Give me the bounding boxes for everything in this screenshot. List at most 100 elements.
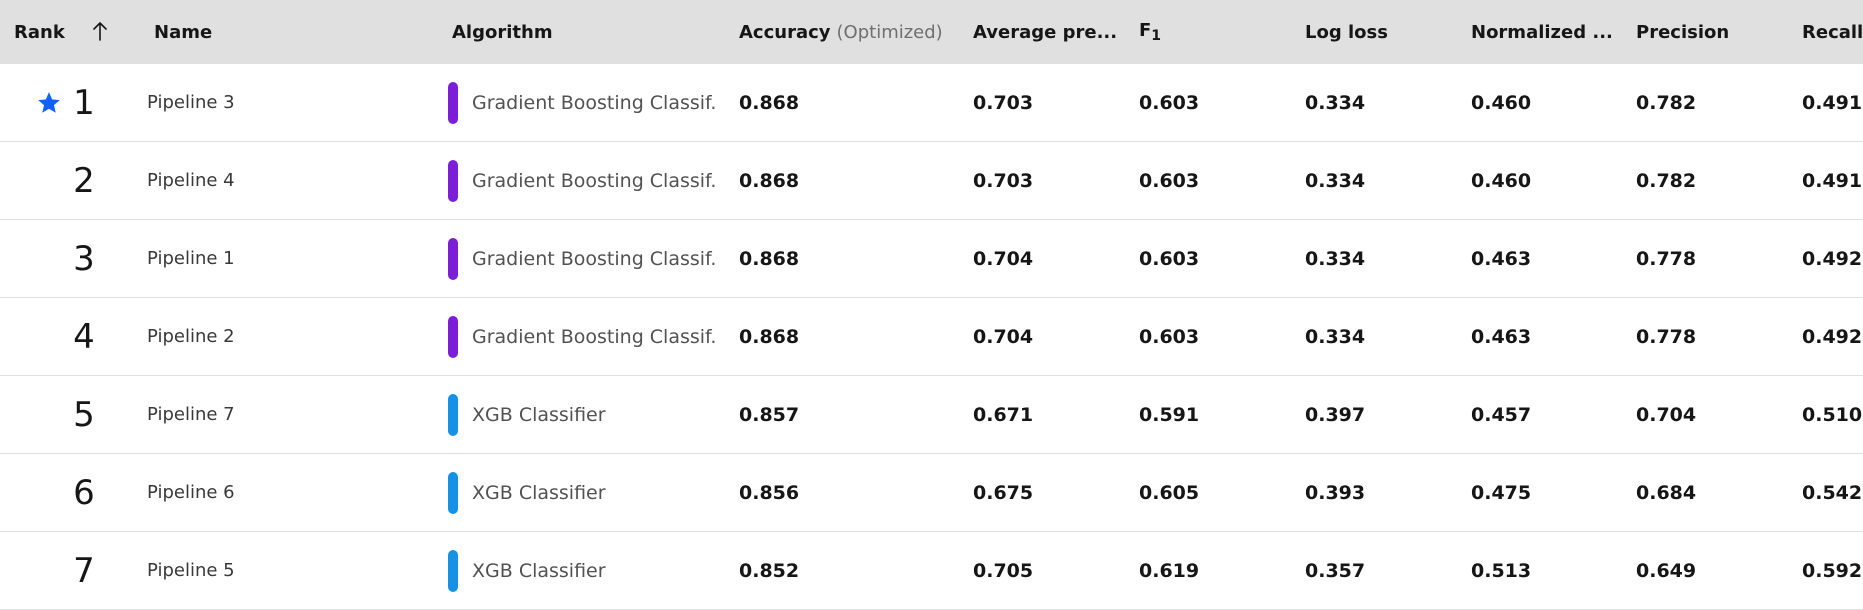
metric-accuracy: 0.868 (739, 325, 800, 348)
metric-f1: 0.603 (1139, 91, 1200, 114)
column-header-log-loss[interactable]: Log loss (1305, 0, 1388, 64)
column-header-log-loss-label: Log loss (1305, 21, 1388, 43)
metric-log-loss: 0.357 (1305, 559, 1366, 582)
metric-precision: 0.778 (1636, 325, 1697, 348)
metric-avg-precision: 0.704 (973, 247, 1034, 270)
rank-number: 7 (73, 550, 95, 591)
pipeline-name[interactable]: Pipeline 3 (147, 92, 235, 113)
pipeline-name[interactable]: Pipeline 4 (147, 170, 235, 191)
pipeline-name[interactable]: Pipeline 2 (147, 326, 235, 347)
table-row[interactable]: 1 Pipeline 3 Gradient Boosting Classif... 0… (0, 64, 1863, 142)
algorithm-color-indicator (448, 160, 458, 202)
metric-f1: 0.603 (1139, 169, 1200, 192)
arrow-up-icon[interactable] (88, 17, 112, 45)
metric-recall: 0.542 (1802, 481, 1863, 504)
metric-precision: 0.649 (1636, 559, 1697, 582)
pipeline-name[interactable]: Pipeline 7 (147, 404, 235, 425)
metric-accuracy: 0.868 (739, 247, 800, 270)
metric-f1: 0.605 (1139, 481, 1200, 504)
pipeline-name[interactable]: Pipeline 6 (147, 482, 235, 503)
table-row[interactable]: 4 Pipeline 2 Gradient Boosting Classif... 0… (0, 298, 1863, 376)
metric-recall: 0.510 (1802, 403, 1863, 426)
metric-normalized: 0.475 (1471, 481, 1532, 504)
rank-number: 2 (73, 160, 95, 201)
table-row[interactable]: 7 Pipeline 5 XGB Classifier 0.852 0.705 0.619… (0, 532, 1863, 610)
column-header-accuracy-optimized: (Optimized) (836, 21, 943, 43)
metric-recall: 0.491 (1802, 169, 1863, 192)
pipeline-name[interactable]: Pipeline 1 (147, 248, 235, 269)
metric-log-loss: 0.397 (1305, 403, 1366, 426)
metric-log-loss: 0.393 (1305, 481, 1366, 504)
algorithm-name: Gradient Boosting Classif... (472, 169, 717, 192)
metric-f1: 0.591 (1139, 403, 1200, 426)
star-icon (36, 90, 62, 116)
rank-number: 3 (73, 238, 95, 279)
algorithm-name: XGB Classifier (472, 403, 606, 426)
algorithm-name: XGB Classifier (472, 559, 606, 582)
column-header-algorithm[interactable]: Algorithm (452, 0, 553, 64)
algorithm-name: Gradient Boosting Classif... (472, 325, 717, 348)
metric-normalized: 0.457 (1471, 403, 1532, 426)
table-row[interactable]: 5 Pipeline 7 XGB Classifier 0.857 0.671 0.591… (0, 376, 1863, 454)
column-header-average-precision[interactable]: Average pre... (973, 0, 1117, 64)
metric-avg-precision: 0.675 (973, 481, 1034, 504)
column-header-rank[interactable]: Rank (14, 0, 65, 64)
column-header-accuracy[interactable]: Accuracy (Optimized) (739, 0, 943, 64)
metric-log-loss: 0.334 (1305, 169, 1366, 192)
metric-precision: 0.778 (1636, 247, 1697, 270)
algorithm-color-indicator (448, 82, 458, 124)
metric-normalized: 0.460 (1471, 169, 1532, 192)
table-body: 1 Pipeline 3 Gradient Boosting Classif... 0… (0, 64, 1863, 610)
metric-recall: 0.592 (1802, 559, 1863, 582)
metric-precision: 0.704 (1636, 403, 1697, 426)
algorithm-name: Gradient Boosting Classif... (472, 247, 717, 270)
f1-subscript: 1 (1151, 28, 1162, 44)
metric-log-loss: 0.334 (1305, 247, 1366, 270)
metric-accuracy: 0.868 (739, 169, 800, 192)
metric-recall: 0.491 (1802, 91, 1863, 114)
table-row[interactable]: 2 Pipeline 4 Gradient Boosting Classif... 0… (0, 142, 1863, 220)
metric-f1: 0.603 (1139, 325, 1200, 348)
rank-number: 4 (73, 316, 95, 357)
rank-number: 5 (73, 394, 95, 435)
metric-f1: 0.603 (1139, 247, 1200, 270)
algorithm-name: XGB Classifier (472, 481, 606, 504)
metric-precision: 0.782 (1636, 91, 1697, 114)
rank-number: 1 (73, 82, 95, 123)
metric-avg-precision: 0.705 (973, 559, 1034, 582)
f1-main: F (1139, 20, 1152, 41)
metric-avg-precision: 0.703 (973, 169, 1034, 192)
metric-precision: 0.782 (1636, 169, 1697, 192)
column-header-algorithm-label: Algorithm (452, 21, 553, 43)
metric-normalized: 0.460 (1471, 91, 1532, 114)
column-header-f1[interactable]: F1 (1139, 0, 1161, 64)
metric-log-loss: 0.334 (1305, 91, 1366, 114)
metric-normalized: 0.513 (1471, 559, 1532, 582)
algorithm-color-indicator (448, 394, 458, 436)
metric-f1: 0.619 (1139, 559, 1200, 582)
column-header-recall[interactable]: Recall (1802, 0, 1863, 64)
column-header-precision[interactable]: Precision (1636, 0, 1729, 64)
column-header-normalized-label: Normalized ... (1471, 21, 1613, 43)
metric-avg-precision: 0.671 (973, 403, 1034, 426)
column-header-f1-label: F1 (1139, 20, 1161, 44)
metric-avg-precision: 0.704 (973, 325, 1034, 348)
pipeline-name[interactable]: Pipeline 5 (147, 560, 235, 581)
metric-normalized: 0.463 (1471, 325, 1532, 348)
table-row[interactable]: 6 Pipeline 6 XGB Classifier 0.856 0.675 0.605… (0, 454, 1863, 532)
column-header-accuracy-label: Accuracy (739, 21, 831, 43)
column-header-precision-label: Precision (1636, 21, 1730, 43)
metric-log-loss: 0.334 (1305, 325, 1366, 348)
metric-recall: 0.492 (1802, 325, 1863, 348)
algorithm-color-indicator (448, 238, 458, 280)
rank-number: 6 (73, 472, 95, 513)
metric-accuracy: 0.856 (739, 481, 800, 504)
column-header-name[interactable]: Name (154, 0, 212, 64)
table-row[interactable]: 3 Pipeline 1 Gradient Boosting Classif... 0… (0, 220, 1863, 298)
column-header-rank-label: Rank (14, 21, 65, 43)
column-header-average-precision-label: Average pre... (973, 21, 1118, 43)
table-header: Rank Name Algorithm Accuracy (Optimized)… (0, 0, 1863, 64)
column-header-normalized[interactable]: Normalized ... (1471, 0, 1613, 64)
metric-recall: 0.492 (1802, 247, 1863, 270)
